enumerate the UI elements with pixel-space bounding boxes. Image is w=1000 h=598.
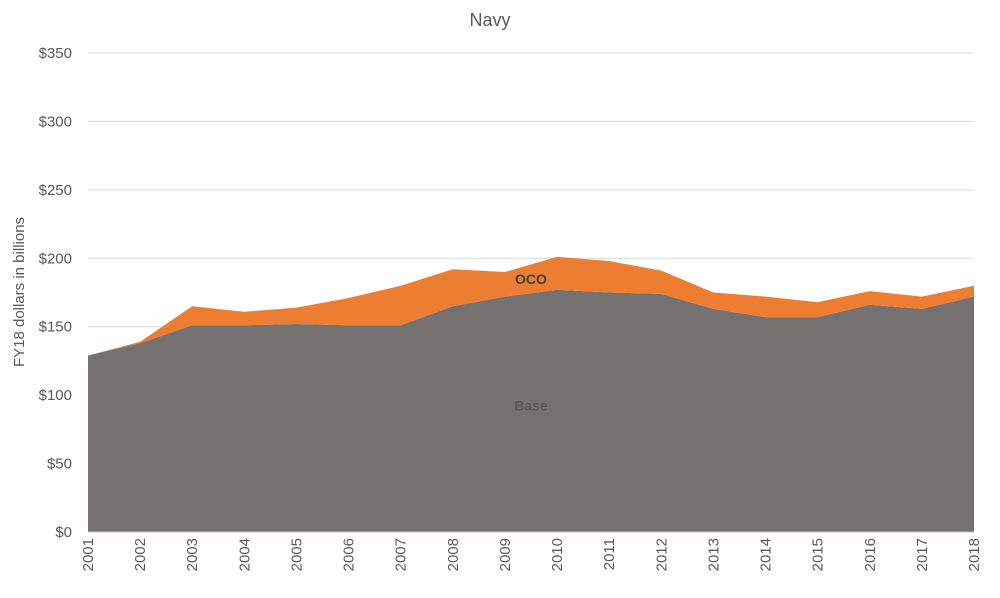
y-tick-label: $150 — [39, 319, 72, 336]
x-tick-label: 2012 — [653, 538, 670, 571]
chart-title: Navy — [469, 10, 510, 30]
y-tick-label: $350 — [39, 45, 72, 62]
x-tick-label: 2014 — [758, 538, 775, 571]
series-annotations: OCO Base — [514, 271, 548, 414]
x-tick-label: 2017 — [914, 538, 931, 571]
y-axis-label: FY18 dollars in billions — [11, 217, 28, 367]
x-tick-label: 2004 — [236, 538, 253, 571]
x-tick-label: 2011 — [601, 538, 618, 570]
y-tick-label: $50 — [47, 456, 72, 473]
x-tick-label: 2010 — [549, 538, 566, 571]
y-tick-label: $200 — [39, 250, 72, 267]
y-axis-ticks: $0 $50 $100 $150 $200 $250 $300 $350 — [39, 45, 72, 541]
x-tick-label: 2015 — [810, 538, 827, 571]
area-series — [88, 256, 974, 533]
x-tick-label: 2001 — [80, 538, 97, 571]
x-axis-ticks: 2001 2002 2003 2004 2005 2006 2007 2008 2009 2010… — [80, 538, 983, 571]
x-tick-label: 2018 — [966, 538, 983, 571]
area-oco — [88, 256, 974, 356]
y-tick-label: $300 — [39, 113, 72, 130]
y-tick-label: $100 — [39, 387, 72, 404]
x-tick-label: 2002 — [132, 538, 149, 571]
x-tick-label: 2008 — [445, 538, 462, 571]
x-tick-label: 2006 — [341, 538, 358, 571]
x-tick-label: 2003 — [184, 538, 201, 571]
y-tick-label: $0 — [55, 524, 72, 541]
x-tick-label: 2016 — [862, 538, 879, 571]
x-tick-label: 2013 — [705, 538, 722, 571]
base-label: Base — [514, 397, 548, 413]
y-tick-label: $250 — [39, 182, 72, 199]
oco-label: OCO — [515, 271, 547, 287]
area-base — [88, 289, 974, 532]
x-tick-label: 2007 — [393, 538, 410, 571]
x-tick-label: 2009 — [497, 538, 514, 571]
x-tick-label: 2005 — [289, 538, 306, 571]
